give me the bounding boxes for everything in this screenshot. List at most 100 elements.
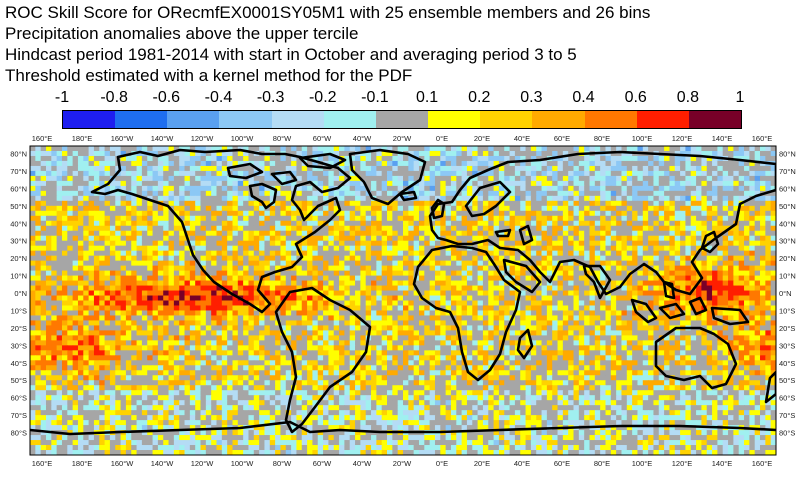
lon-label-bottom: 20°E: [474, 459, 490, 468]
lon-label-bottom: 180°E: [72, 459, 93, 468]
lat-label-left: 60°S: [11, 394, 27, 403]
lon-label-bottom: 40°E: [514, 459, 530, 468]
lon-label-bottom: 80°W: [273, 459, 292, 468]
lon-label-bottom: 160°E: [752, 459, 773, 468]
lon-label-top: 160°W: [111, 134, 135, 143]
coastline-africa: [412, 244, 522, 382]
coastline-scandinavia: [464, 180, 512, 218]
colorbar-swatch: [167, 111, 220, 128]
title-line-3: Hindcast period 1981-2014 with start in …: [5, 45, 577, 64]
lon-label-top: 60°W: [313, 134, 332, 143]
coastline-indonesia: [630, 280, 750, 326]
coastline-madagascar: [516, 328, 534, 360]
title-line-2: Precipitation anomalies above the upper …: [5, 24, 359, 43]
colorbar-swatch: [63, 111, 116, 128]
colorbar-swatch: [688, 111, 742, 128]
map-panel: 160°E 180°E 160°W 140°W 120°W 100°W 80°W 60°W 40…: [0, 132, 803, 487]
coastline-hudson-bay: [248, 182, 278, 210]
lon-label-top: 0°E: [436, 134, 448, 143]
lon-label-top: 120°W: [191, 134, 215, 143]
lat-label-right: 40°N: [779, 219, 796, 228]
lat-label-right: 70°S: [779, 411, 795, 420]
lat-label-right: 60°S: [779, 394, 795, 403]
lon-label-top: 20°E: [474, 134, 490, 143]
lon-label-bottom: 60°W: [313, 459, 332, 468]
colorbar: [62, 110, 742, 129]
lon-label-bottom: 100°E: [632, 459, 653, 468]
lon-label-top: 20°W: [393, 134, 412, 143]
lat-label-left: 80°N: [10, 150, 27, 159]
lon-label-bottom: 140°E: [712, 459, 733, 468]
colorbar-labels: -1 -0.8 -0.6 -0.4 -0.3 -0.2 -0.1 0.1 0.2 0.3 0.4 0.…: [0, 89, 803, 109]
colorbar-label: 0.2: [468, 89, 491, 106]
colorbar-swatch: [428, 111, 481, 128]
coastline-eurasia: [428, 150, 776, 296]
colorbar-label: 0.3: [520, 89, 543, 106]
coastline-greenland: [348, 148, 427, 206]
colorbar-swatch: [584, 111, 637, 128]
lat-label-right: 10°S: [779, 306, 795, 315]
colorbar-label: -0.4: [204, 89, 233, 106]
lat-label-right: 40°S: [779, 359, 795, 368]
lat-label-left: 50°S: [11, 376, 27, 385]
skill-grid-cells: [30, 146, 776, 455]
lat-label-left: 30°N: [10, 237, 27, 246]
lat-label-left: 70°S: [11, 411, 27, 420]
coastline-north-america: [90, 148, 352, 314]
coastline-india: [582, 264, 612, 300]
lon-label-top: 160°E: [752, 134, 773, 143]
lon-label-bottom: 160°W: [111, 459, 135, 468]
lat-label-left: 30°S: [11, 341, 27, 350]
coastline-iceland: [398, 190, 418, 202]
coastline-australia: [654, 326, 738, 390]
colorbar-label: 1: [735, 89, 745, 106]
lon-label-bottom: 80°E: [594, 459, 610, 468]
colorbar-label: 0.4: [572, 89, 595, 106]
colorbar-swatch: [636, 111, 689, 128]
coastlines: [30, 148, 776, 436]
coastline-antarctica: [30, 420, 776, 436]
colorbar-label: -0.8: [100, 89, 128, 106]
lat-label-left: 40°S: [11, 359, 27, 368]
lat-label-right: 50°N: [779, 202, 796, 211]
lat-label-left: 50°N: [10, 202, 27, 211]
lon-label-top: 40°W: [353, 134, 372, 143]
skill-score-map: 160°E 180°E 160°W 140°W 120°W 100°W 80°W 60°W 40…: [0, 132, 803, 487]
colorbar-label: 0.6: [624, 89, 647, 106]
lon-label-top: 80°W: [273, 134, 292, 143]
lon-label-top: 100°W: [231, 134, 255, 143]
coastline-uk: [430, 198, 446, 220]
lat-label-right: 70°N: [779, 167, 796, 176]
lon-label-bottom: 160°E: [32, 459, 53, 468]
lon-label-top: 80°E: [594, 134, 610, 143]
title-line-1: ROC Skill Score for ORecmfEX0001SY05M1 w…: [5, 3, 651, 22]
lon-label-top: 60°E: [554, 134, 570, 143]
lon-label-bottom: 120°W: [191, 459, 215, 468]
coastline-new-zealand: [764, 370, 776, 404]
lat-label-right: 10°N: [779, 272, 796, 281]
lon-label-top: 120°E: [672, 134, 693, 143]
colorbar-label: -0.1: [361, 89, 389, 106]
map-axis-ticks: 160°E 180°E 160°W 140°W 120°W 100°W 80°W 60°W 40…: [10, 134, 796, 468]
lon-label-top: 180°E: [72, 134, 93, 143]
lon-label-top: 100°E: [632, 134, 653, 143]
lon-label-top: 140°E: [712, 134, 733, 143]
colorbar-label: -1: [54, 89, 70, 106]
lat-label-left: 40°N: [10, 219, 27, 228]
lon-label-top: 160°E: [32, 134, 53, 143]
lat-label-right: 30°N: [779, 237, 796, 246]
lat-label-left: 20°S: [11, 324, 27, 333]
lon-label-bottom: 40°W: [353, 459, 372, 468]
lat-label-left: 80°S: [11, 429, 27, 438]
lon-label-bottom: 100°W: [231, 459, 255, 468]
lat-label-right: 60°N: [779, 184, 796, 193]
map-frame: [29, 145, 777, 456]
colorbar-swatch: [532, 111, 585, 128]
lon-label-bottom: 20°W: [393, 459, 412, 468]
coastline-caspian: [494, 224, 534, 246]
lat-label-left: 0°N: [14, 289, 27, 298]
coastline-arabia: [502, 258, 542, 294]
lat-label-right: 20°N: [779, 254, 796, 263]
lat-label-right: 80°N: [779, 150, 796, 159]
lon-label-top: 140°W: [151, 134, 175, 143]
